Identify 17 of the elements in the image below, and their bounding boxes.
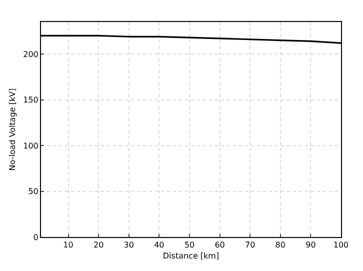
x-tick-label: 90: [306, 240, 316, 250]
y-tick-label: 150: [23, 96, 38, 105]
y-tick-label: 200: [23, 50, 38, 59]
x-tick-label: 80: [275, 240, 286, 250]
x-tick-label: 60: [214, 240, 225, 250]
x-tick-label: 70: [244, 240, 256, 250]
y-tick-label: 50: [28, 187, 38, 196]
x-tick-label: 100: [333, 240, 349, 250]
x-tick-label: 10: [63, 240, 74, 250]
y-tick-label: 0: [33, 232, 38, 242]
y-axis-title: No-load Voltage [kV]: [8, 88, 17, 171]
y-tick-label: 100: [23, 141, 38, 150]
x-tick-label: 50: [184, 240, 195, 250]
x-tick-label: 30: [124, 240, 134, 250]
x-tick-label: 20: [93, 240, 104, 250]
x-tick-label: 40: [154, 240, 164, 250]
x-axis-title: Distance [km]: [162, 252, 220, 261]
